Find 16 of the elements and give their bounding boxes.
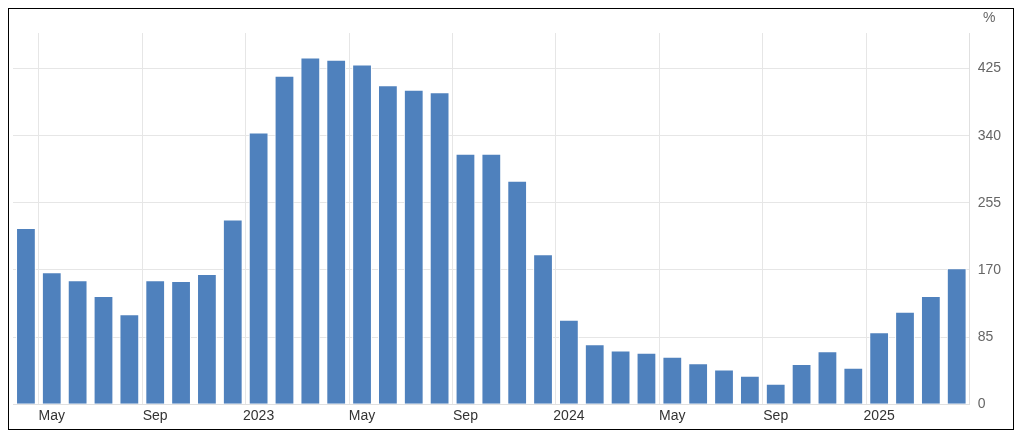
- x-tick-label: Sep: [453, 407, 479, 424]
- x-tick-label: 2024: [553, 407, 585, 424]
- y-tick-label: 170: [977, 260, 1002, 277]
- x-tick-label: May: [348, 407, 376, 424]
- x-tick-label: 2023: [243, 407, 275, 424]
- x-tick-label: Sep: [142, 407, 168, 424]
- x-tick-label: May: [659, 407, 686, 424]
- y-tick-label: 340: [977, 126, 1002, 143]
- x-tick-label: May: [38, 407, 66, 424]
- y-tick-label: 425: [977, 59, 1002, 76]
- x-tick-label: Sep: [763, 407, 789, 424]
- y-axis-title: %: [983, 8, 996, 25]
- x-tick-label: 2025: [863, 407, 895, 424]
- y-tick-label: 0: [977, 395, 986, 412]
- y-tick-label: 85: [977, 327, 994, 344]
- y-tick-label: 255: [977, 193, 1002, 210]
